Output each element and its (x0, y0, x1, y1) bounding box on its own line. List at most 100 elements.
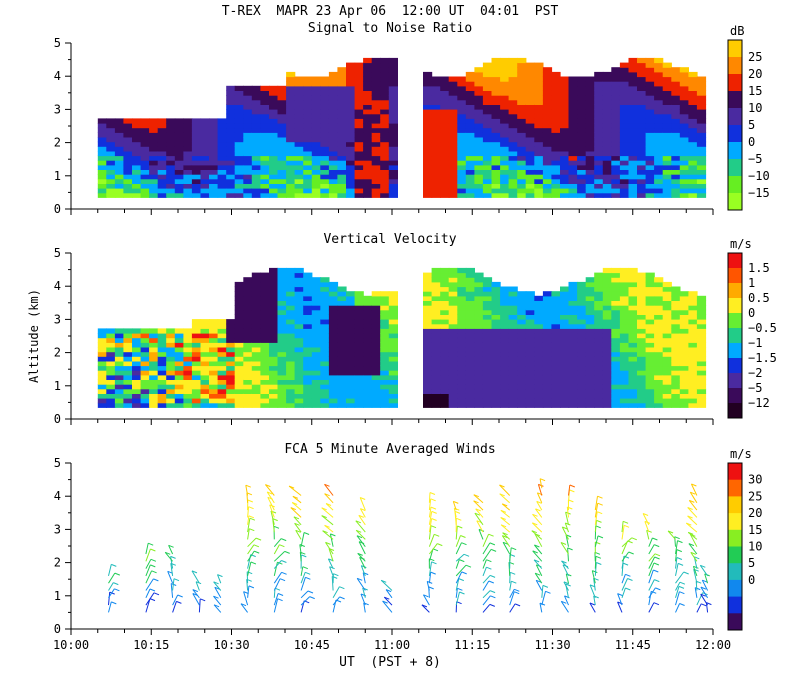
data-cell (474, 178, 484, 184)
data-cell (662, 305, 672, 311)
data-cell (337, 169, 347, 175)
data-cell (149, 393, 159, 399)
data-cell (619, 295, 630, 301)
data-cell (157, 393, 167, 399)
data-cell (106, 137, 116, 143)
data-cell (534, 388, 544, 394)
data-cell (269, 281, 279, 288)
data-cell (431, 295, 441, 301)
data-cell (679, 333, 689, 339)
wind-barb-flag (562, 526, 568, 530)
data-cell (174, 146, 184, 152)
data-cell (696, 398, 707, 404)
data-cell (671, 95, 681, 101)
data-cell (234, 342, 244, 348)
data-cell (534, 342, 544, 348)
data-cell (286, 388, 296, 394)
data-cell (337, 314, 347, 320)
data-cell (431, 333, 441, 339)
data-cell (448, 337, 458, 343)
data-cell (637, 146, 647, 152)
data-cell (200, 374, 210, 380)
data-cell (174, 188, 184, 194)
data-cell (371, 374, 381, 380)
data-cell (577, 398, 587, 404)
data-cell (500, 95, 510, 101)
data-cell (491, 393, 501, 399)
data-cell (269, 150, 279, 157)
data-cell (371, 62, 381, 68)
data-cell (577, 155, 587, 161)
data-cell (440, 160, 450, 166)
data-cell (662, 281, 672, 288)
data-cell (448, 160, 458, 166)
data-cell (286, 305, 296, 311)
data-cell (320, 192, 330, 198)
wind-barb-flag (249, 517, 256, 521)
data-cell (491, 155, 501, 161)
data-cell (645, 155, 655, 161)
wind-barb-flag (683, 571, 689, 575)
data-cell (500, 388, 510, 394)
data-cell (654, 118, 664, 124)
data-cell (380, 155, 390, 161)
data-cell (363, 81, 373, 87)
data-cell (106, 169, 116, 175)
data-cell (611, 319, 621, 325)
data-cell (260, 104, 270, 110)
data-cell (157, 328, 167, 334)
data-cell (346, 62, 356, 68)
data-cell (688, 305, 698, 311)
data-cell (140, 137, 150, 143)
data-cell (346, 379, 356, 385)
data-cell (294, 328, 304, 334)
data-cell (380, 188, 390, 194)
data-cell (465, 164, 475, 170)
data-cell (525, 323, 535, 329)
data-cell (440, 155, 450, 161)
data-cell (577, 393, 587, 399)
wind-barb-flag (250, 561, 257, 565)
data-cell (166, 192, 176, 198)
data-cell (431, 127, 441, 133)
colorbar-label: −15 (748, 186, 770, 200)
data-cell (388, 62, 398, 68)
wind-barb-flag (288, 485, 295, 489)
data-cell (688, 113, 698, 119)
data-cell (346, 388, 356, 394)
data-cell (542, 76, 553, 82)
data-cell (637, 305, 647, 311)
data-cell (577, 188, 587, 194)
data-cell (645, 85, 655, 91)
data-cell (602, 183, 612, 189)
data-cell (577, 118, 587, 124)
data-cell (654, 351, 664, 357)
data-cell (431, 95, 441, 101)
data-cell (517, 384, 527, 390)
data-cell (251, 109, 261, 115)
data-cell (637, 137, 647, 143)
wind-barb (591, 570, 596, 584)
data-cell (191, 356, 202, 362)
data-cell (200, 132, 210, 138)
data-cell (328, 374, 339, 380)
wind-barb (537, 484, 543, 496)
data-cell (303, 360, 313, 367)
data-cell (346, 99, 356, 105)
data-cell (679, 150, 689, 157)
data-cell (577, 309, 587, 315)
wind-barb-flag (502, 541, 509, 545)
data-cell (645, 109, 655, 115)
wind-barb-flag (150, 548, 156, 552)
data-cell (577, 141, 587, 147)
data-cell (380, 379, 390, 385)
data-cell (585, 169, 595, 175)
data-cell (114, 127, 125, 133)
data-cell (431, 169, 441, 175)
data-cell (645, 342, 655, 348)
plot-area-0 (97, 57, 707, 198)
data-cell (688, 323, 698, 329)
wind-barb (329, 533, 334, 547)
wind-barb (428, 518, 433, 533)
data-cell (628, 402, 638, 408)
